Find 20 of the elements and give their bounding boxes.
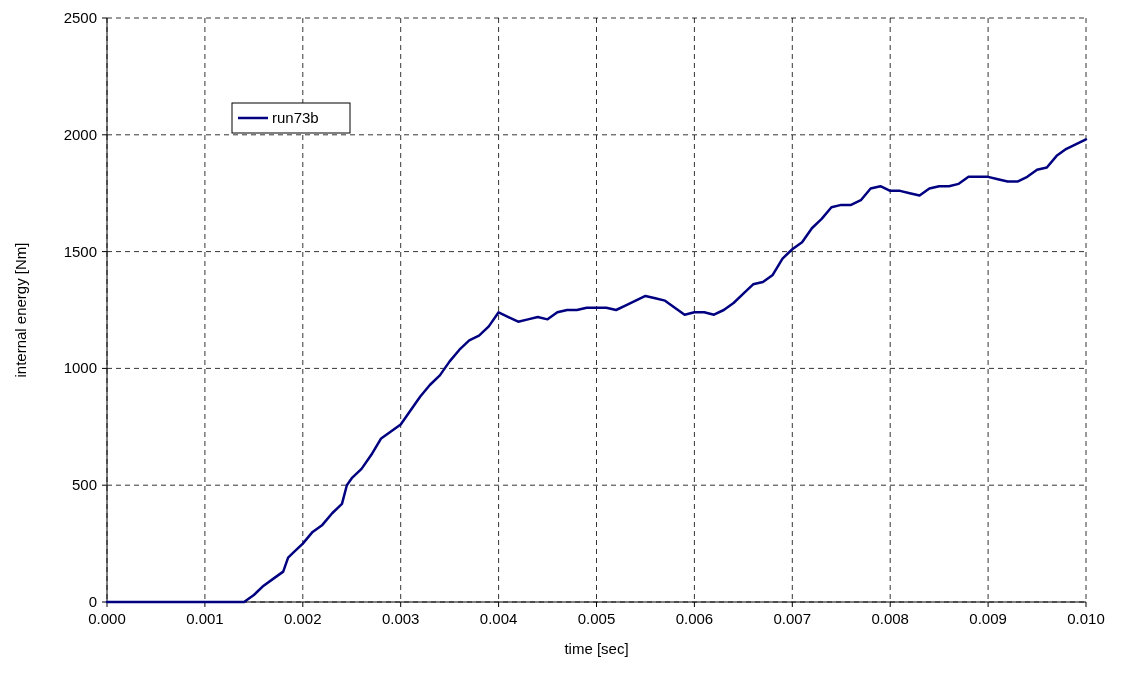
x-tick-label: 0.001 [186,610,224,627]
y-tick-label: 2000 [63,125,97,143]
x-tick-label: 0.002 [284,610,322,627]
y-tick-label: 500 [71,476,97,494]
y-tick-label: 0 [88,593,97,610]
x-tick-label: 0.007 [773,610,812,627]
x-tick-label: 0.008 [871,610,909,627]
y-tick-label: 2500 [63,9,97,26]
x-tick-label: 0.000 [88,610,126,627]
x-tick-label: 0.006 [675,610,714,627]
y-tick-label: 1000 [63,359,97,377]
x-tick-label: 0.009 [969,610,1007,627]
x-axis-title: time [sec] [564,640,629,657]
y-tick-label: 1500 [63,242,97,260]
x-tick-label: 0.010 [1067,610,1105,627]
x-tick-label: 0.003 [381,610,420,627]
x-tick-label: 0.004 [479,610,518,627]
legend-label: run73b [272,109,319,126]
y-axis-title: internal energy [Nm] [12,242,29,378]
x-tick-label: 0.005 [577,610,616,627]
